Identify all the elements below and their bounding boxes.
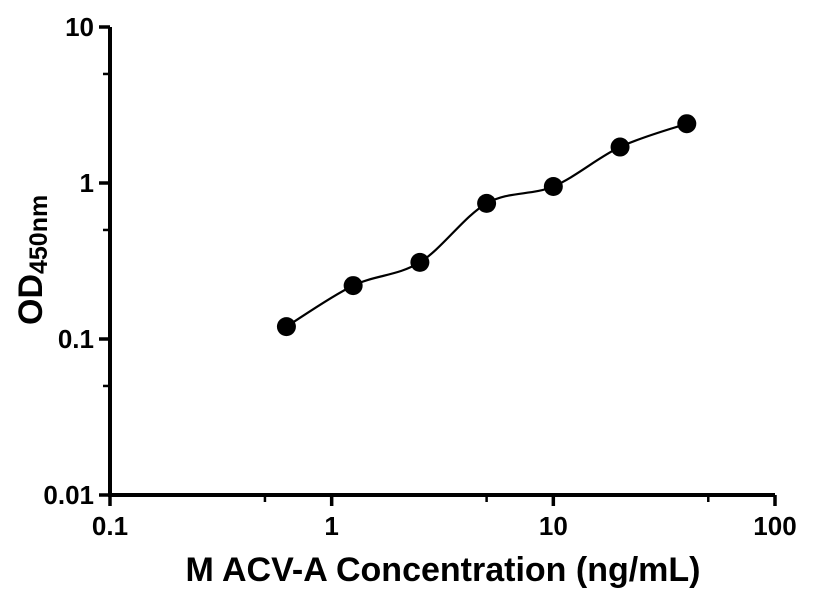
- x-axis-tick-label: 10: [539, 511, 568, 541]
- data-point: [343, 276, 363, 296]
- y-axis-tick-label: 1: [80, 168, 94, 198]
- y-axis-tick-label: 0.01: [43, 480, 94, 510]
- y-axis-tick-label: 0.1: [58, 324, 94, 354]
- data-point: [543, 176, 563, 196]
- fit-curve: [285, 122, 688, 328]
- x-axis-tick-label: 0.1: [92, 511, 128, 541]
- axes-frame: [108, 27, 775, 497]
- y-axis-title: OD450nm: [12, 195, 54, 325]
- data-point: [610, 137, 630, 157]
- y-axis-title-main: OD: [12, 274, 50, 325]
- x-axis-title: M ACV-A Concentration (ng/mL): [185, 551, 701, 589]
- data-point: [477, 193, 497, 213]
- x-axis-tick-label: 1: [324, 511, 338, 541]
- x-axis-tick-label: 100: [753, 511, 796, 541]
- data-point: [410, 252, 430, 272]
- data-point: [677, 114, 697, 134]
- y-axis-tick-label: 10: [65, 12, 94, 42]
- y-axis-title-subscript: 450nm: [25, 194, 53, 274]
- data-point: [276, 317, 296, 337]
